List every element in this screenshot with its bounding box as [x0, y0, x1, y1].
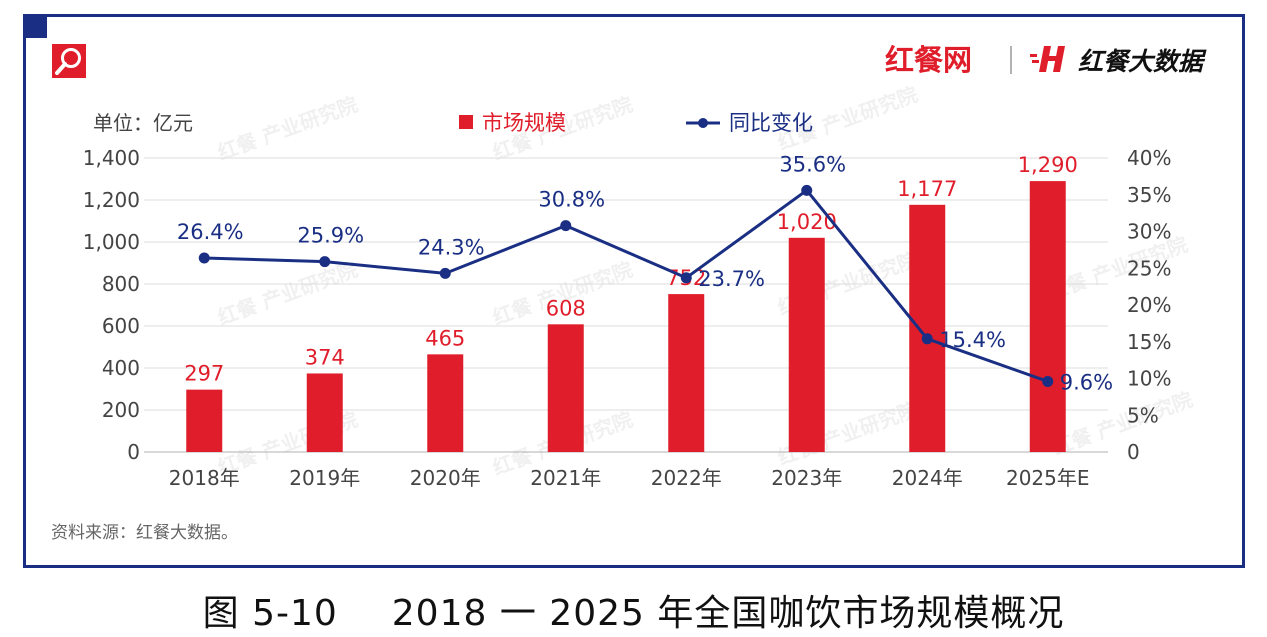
y-right-tick-label: 15% — [1127, 330, 1171, 354]
y-left-tick-label: 0 — [127, 440, 140, 464]
bar — [1029, 181, 1066, 452]
x-tick-label: 2019年 — [289, 466, 360, 490]
frame-corner-accent — [23, 14, 47, 38]
source-note: 资料来源：红餐大数据。 — [51, 523, 238, 543]
magnifier-icon — [52, 44, 86, 78]
brand-logo-right: 红餐大数据 — [1078, 47, 1207, 76]
brand-logo-left: 红餐网 — [885, 43, 972, 77]
y-right-tick-label: 5% — [1127, 403, 1159, 427]
line-point — [1042, 375, 1054, 387]
bar — [306, 373, 343, 452]
y-right-tick-label: 0 — [1127, 440, 1140, 464]
brand-logo: 红餐网 红餐大数据 — [885, 43, 1207, 77]
legend-line-label: 同比变化 — [729, 111, 813, 135]
gridlines — [144, 157, 1108, 453]
bar — [427, 354, 464, 452]
line-data-label: 26.4% — [177, 220, 244, 244]
line-data-label: 15.4% — [939, 328, 1006, 352]
figure-number: 图 5-10 — [202, 593, 338, 634]
line-path — [204, 188, 1049, 383]
line-data-label: 25.9% — [297, 224, 364, 248]
line-point — [921, 333, 933, 345]
y-left-tick-label: 600 — [102, 314, 140, 338]
line-point — [560, 220, 572, 232]
y-left-tick-label: 1,000 — [83, 230, 140, 254]
legend-bar-swatch — [459, 115, 473, 129]
bar-data-label: 608 — [546, 296, 586, 320]
x-tick-label: 2025年E — [1006, 466, 1090, 490]
bar-data-label: 465 — [425, 326, 465, 350]
y-left-tick-label: 400 — [102, 356, 140, 380]
bar — [909, 204, 946, 452]
watermark-text: 红餐 产业研究院 — [1049, 387, 1195, 460]
hongcan-h-icon — [1030, 46, 1065, 72]
x-tick-label: 2022年 — [651, 466, 722, 490]
line-series: 26.4% 25.9% 24.3% 30.8% 23.7% 35.6% 15.4% 9.6% — [177, 152, 1113, 394]
y-right-tick-label: 10% — [1127, 367, 1171, 391]
bar-data-label: 297 — [184, 362, 224, 386]
x-tick-label: 2024年 — [892, 466, 963, 490]
figure-title: 2018 一 2025 年全国咖饮市场规模概况 — [391, 593, 1065, 634]
y-right-tick-label: 35% — [1127, 183, 1171, 207]
y-left-tick-label: 800 — [102, 272, 140, 296]
bar — [788, 237, 825, 452]
bar-data-label: 1,177 — [897, 177, 957, 201]
legend: 市场规模 同比变化 — [459, 111, 813, 135]
line-point — [439, 267, 451, 279]
x-tick-label: 2020年 — [410, 466, 481, 490]
line-data-label: 9.6% — [1060, 370, 1113, 394]
y-right-tick-label: 20% — [1127, 293, 1171, 317]
bar — [668, 294, 705, 452]
line-data-label: 24.3% — [418, 235, 485, 259]
bar — [186, 389, 223, 452]
line-data-label: 35.6% — [779, 152, 846, 176]
y-right-tick-label: 25% — [1127, 256, 1171, 280]
line-point — [801, 184, 813, 196]
bar-series — [186, 181, 1066, 452]
x-tick-label: 2018年 — [169, 466, 240, 490]
line-point — [198, 252, 210, 264]
line-data-label: 23.7% — [698, 267, 765, 291]
x-tick-label: 2021年 — [530, 466, 601, 490]
y-right-tick-label: 40% — [1127, 146, 1171, 170]
y-axis-left: 0 200 400 600 800 1,000 1,200 1,400 — [83, 146, 140, 464]
watermark-text: 红餐 产业研究院 — [214, 92, 360, 165]
bar — [547, 324, 584, 452]
line-data-label: 30.8% — [538, 188, 605, 212]
y-left-tick-label: 1,400 — [83, 146, 140, 170]
y-right-tick-label: 30% — [1127, 220, 1171, 244]
x-tick-label: 2023年 — [771, 466, 842, 490]
legend-bar-label: 市场规模 — [482, 111, 566, 135]
bar-data-label: 374 — [305, 345, 345, 369]
bar-data-label: 1,290 — [1018, 153, 1078, 177]
line-point — [319, 256, 331, 268]
watermark-text: 红餐 产业研究院 — [214, 257, 360, 330]
y-left-tick-label: 200 — [102, 398, 140, 422]
x-axis: 2018年 2019年 2020年 2021年 2022年 2023年 2024年 2025年… — [169, 466, 1090, 490]
line-point — [680, 272, 692, 284]
figure-caption: 图 5-10 2018 一 2025 年全国咖饮市场规模概况 — [0, 584, 1267, 636]
y-left-tick-label: 1,200 — [83, 188, 140, 212]
bar-data-label: 1,020 — [777, 210, 837, 234]
unit-label: 单位：亿元 — [93, 111, 193, 135]
y-axis-right: 0 5% 10% 15% 20% 25% 30% 35% 40% — [1127, 146, 1171, 464]
legend-line-marker — [698, 118, 708, 128]
